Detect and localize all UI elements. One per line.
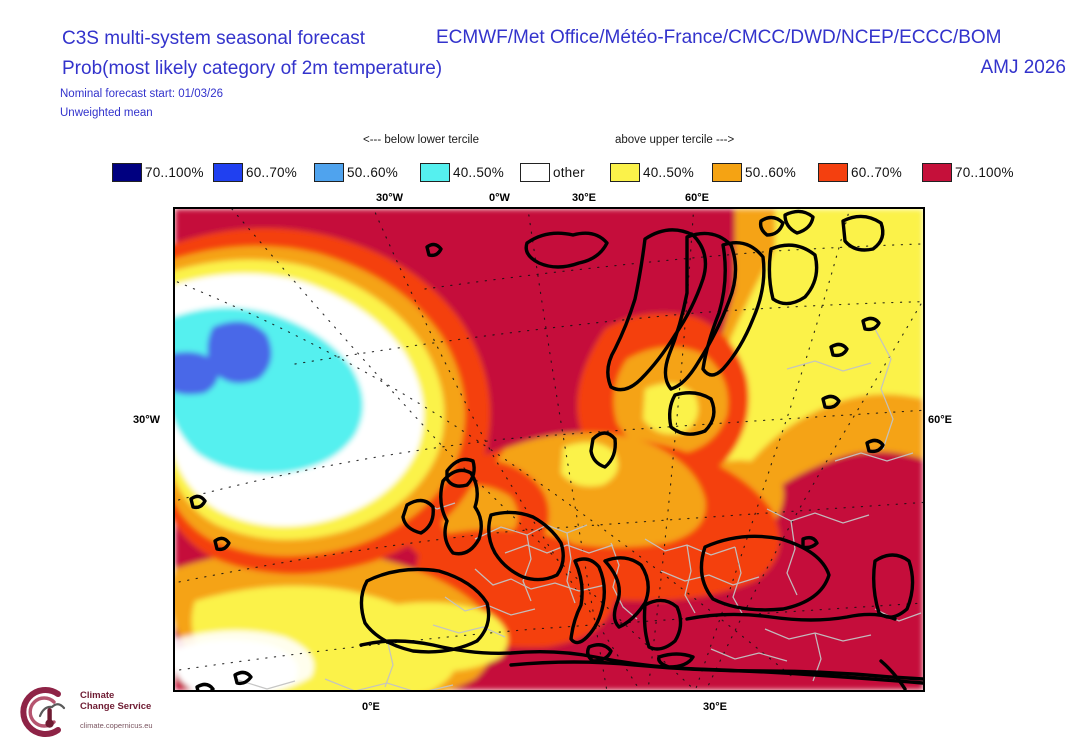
legend-swatch-5 xyxy=(610,162,640,182)
map-canvas xyxy=(175,209,923,690)
legend-label-8: 70..100% xyxy=(955,164,1014,180)
axis-label-bottom-7: 30°E xyxy=(703,701,727,713)
axis-label-top-1: 0°W xyxy=(489,192,510,204)
legend-label-1: 60..70% xyxy=(246,164,297,180)
legend-item-0[interactable]: 70..100% xyxy=(112,160,204,184)
page-title-line2: Prob(most likely category of 2m temperat… xyxy=(62,58,443,79)
legend-swatch-2 xyxy=(314,162,344,182)
legend-item-4[interactable]: other xyxy=(520,160,585,184)
legend-item-7[interactable]: 60..70% xyxy=(818,160,902,184)
legend-swatch-0 xyxy=(112,162,142,182)
legend-item-8[interactable]: 70..100% xyxy=(922,160,1014,184)
copernicus-logo: Climate Change Service climate.copernicu… xyxy=(14,686,194,742)
probability-legend: 70..100% 60..70% 50..60% 40..50% other 40..50… xyxy=(0,160,1080,186)
legend-swatch-4 xyxy=(520,162,550,182)
legend-item-5[interactable]: 40..50% xyxy=(610,160,694,184)
legend-label-0: 70..100% xyxy=(145,164,204,180)
below-tercile-note: <--- below lower tercile xyxy=(363,134,479,146)
legend-label-3: 40..50% xyxy=(453,164,504,180)
forecast-season: AMJ 2026 xyxy=(980,57,1066,78)
country-borders xyxy=(234,328,922,690)
legend-label-5: 40..50% xyxy=(643,164,694,180)
copernicus-mark-icon xyxy=(20,687,66,737)
legend-label-4: other xyxy=(553,164,585,180)
above-tercile-note: above upper tercile ---> xyxy=(615,134,735,146)
axis-label-bottom-6: 0°E xyxy=(362,701,380,713)
coastlines xyxy=(189,209,923,690)
probability-field xyxy=(175,209,923,690)
nominal-forecast-start: Nominal forecast start: 01/03/26 xyxy=(60,88,223,100)
legend-swatch-3 xyxy=(420,162,450,182)
legend-item-2[interactable]: 50..60% xyxy=(314,160,398,184)
axis-label-left-4: 30°W xyxy=(133,414,161,426)
legend-label-2: 50..60% xyxy=(347,164,398,180)
legend-label-7: 60..70% xyxy=(851,164,902,180)
axis-label-right-5: 60°E xyxy=(928,414,952,426)
map-frame xyxy=(173,207,925,692)
axis-label-top-2: 30°E xyxy=(572,192,596,204)
legend-swatch-1 xyxy=(213,162,243,182)
logo-line2: Change Service xyxy=(80,701,152,712)
axis-label-top-3: 60°E xyxy=(685,192,709,204)
page-title-line1: C3S multi-system seasonal forecast xyxy=(62,28,366,49)
weighting-note: Unweighted mean xyxy=(60,107,153,119)
legend-swatch-8 xyxy=(922,162,952,182)
logo-url: climate.copernicus.eu xyxy=(80,721,153,730)
legend-label-6: 50..60% xyxy=(745,164,796,180)
legend-swatch-7 xyxy=(818,162,848,182)
legend-item-6[interactable]: 50..60% xyxy=(712,160,796,184)
legend-item-1[interactable]: 60..70% xyxy=(213,160,297,184)
legend-swatch-6 xyxy=(712,162,742,182)
logo-line1: Climate xyxy=(80,690,115,701)
forecast-map[interactable] xyxy=(173,207,925,692)
legend-item-3[interactable]: 40..50% xyxy=(420,160,504,184)
contributing-centres: ECMWF/Met Office/Météo-France/CMCC/DWD/N… xyxy=(436,27,1002,48)
axis-label-top-0: 30°W xyxy=(376,192,404,204)
